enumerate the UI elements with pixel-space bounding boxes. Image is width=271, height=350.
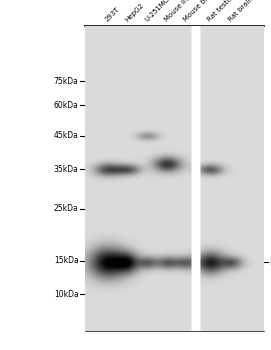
- Text: 25kDa: 25kDa: [54, 204, 79, 214]
- Text: Mouse liver: Mouse liver: [163, 0, 196, 23]
- Text: Mouse brain: Mouse brain: [182, 0, 217, 23]
- Text: 60kDa: 60kDa: [54, 101, 79, 110]
- Text: Rat brain: Rat brain: [228, 0, 254, 23]
- Text: 10kDa: 10kDa: [54, 290, 79, 299]
- Text: Rat testis: Rat testis: [206, 0, 234, 23]
- Text: U-251MG: U-251MG: [144, 0, 171, 23]
- Text: 15kDa: 15kDa: [54, 256, 79, 265]
- Text: 75kDa: 75kDa: [54, 77, 79, 85]
- Text: 45kDa: 45kDa: [54, 131, 79, 140]
- Text: 293T: 293T: [104, 6, 121, 23]
- Text: PIN4: PIN4: [269, 258, 271, 267]
- Text: 35kDa: 35kDa: [54, 165, 79, 174]
- Text: HepG2: HepG2: [124, 2, 145, 23]
